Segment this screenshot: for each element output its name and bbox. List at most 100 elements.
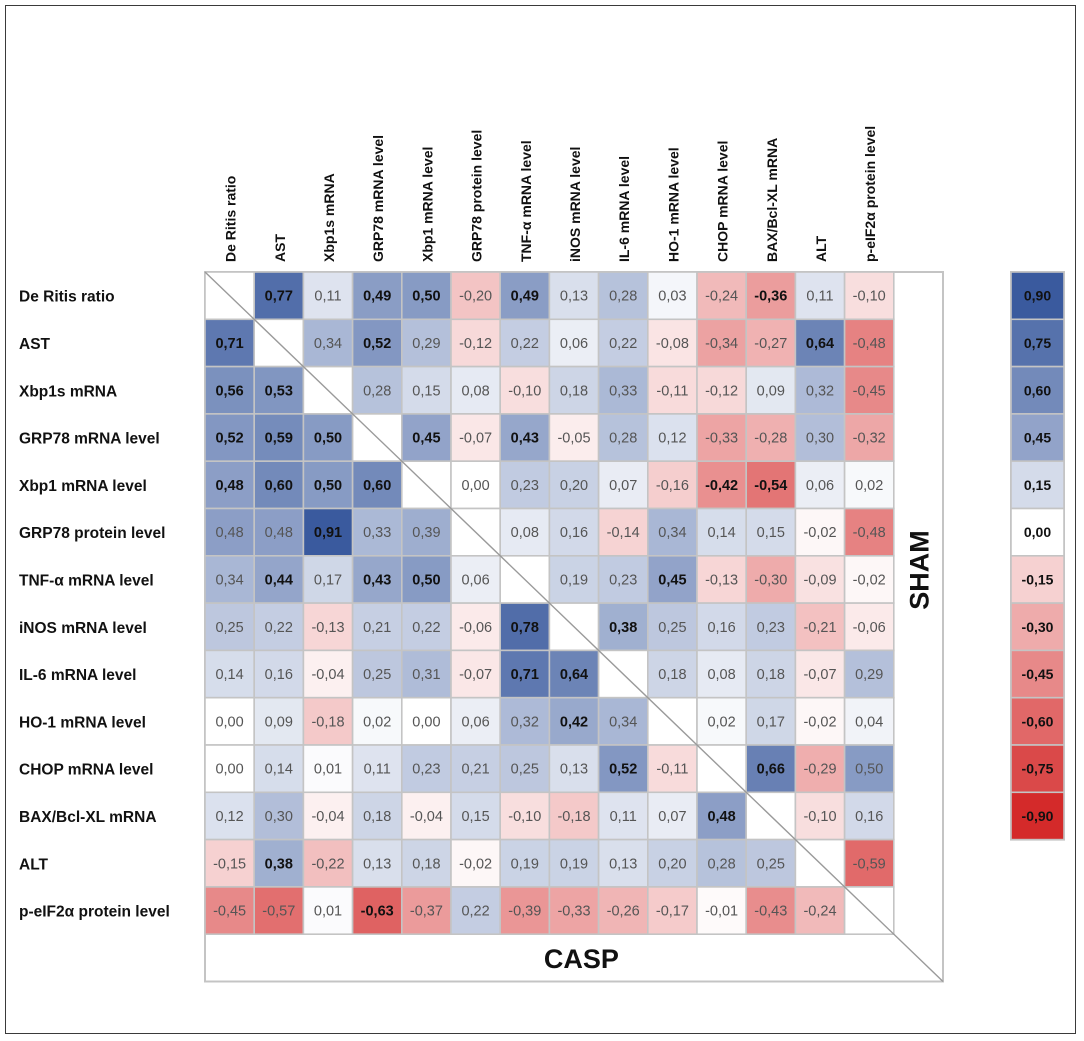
cell-value-label: 0,38 bbox=[265, 856, 293, 872]
row-label-xbp1s-mrna: Xbp1s mRNA bbox=[19, 383, 117, 400]
heatmap-cell bbox=[204, 791, 256, 841]
row-label-ho-1-mrna-level: HO-1 mRNA level bbox=[19, 714, 146, 731]
cell-value-label: 0,16 bbox=[560, 525, 588, 541]
cell-value-label: 0,15 bbox=[461, 809, 489, 825]
cell-value-label: 0,06 bbox=[560, 336, 588, 352]
cell-value-label: 0,66 bbox=[757, 762, 785, 778]
cell-value-label: 0,25 bbox=[215, 620, 243, 636]
heatmap-cell bbox=[696, 602, 748, 652]
legend-value-label: -0,15 bbox=[1022, 571, 1054, 587]
cell-value-label: -0,33 bbox=[705, 431, 738, 447]
cell-value-label: -0,29 bbox=[803, 762, 836, 778]
cell-value-label: 0,23 bbox=[511, 478, 539, 494]
cell-value-label: 0,34 bbox=[658, 525, 686, 541]
cell-value-label: -0,02 bbox=[459, 856, 492, 872]
cell-value-label: -0,57 bbox=[262, 904, 295, 920]
cell-value-label: 0,34 bbox=[314, 336, 342, 352]
cell-value-label: 0,45 bbox=[658, 572, 686, 588]
cell-value-label: 0,60 bbox=[265, 478, 293, 494]
cell-value-label: 0,25 bbox=[757, 856, 785, 872]
heatmap-cell bbox=[450, 886, 502, 936]
heatmap-cell bbox=[745, 318, 797, 368]
legend-value-label: -0,45 bbox=[1022, 666, 1054, 682]
cell-value-label: 0,23 bbox=[412, 762, 440, 778]
cell-value-label: -0,27 bbox=[754, 336, 787, 352]
heatmap-cell bbox=[696, 554, 748, 604]
cell-value-label: -0,12 bbox=[459, 336, 492, 352]
cell-value-label: -0,45 bbox=[853, 383, 886, 399]
cell-value-label: 0,52 bbox=[215, 431, 243, 447]
cell-value-label: 0,07 bbox=[609, 478, 637, 494]
heatmap-cell bbox=[204, 744, 256, 794]
cell-value-label: 0,22 bbox=[609, 336, 637, 352]
col-label-ast: AST bbox=[272, 234, 288, 262]
heatmap-cell bbox=[597, 886, 649, 936]
heatmap-cell bbox=[450, 554, 502, 604]
heatmap-cell bbox=[400, 838, 452, 888]
cell-value-label: -0,45 bbox=[213, 904, 246, 920]
legend-value-label: 0,00 bbox=[1024, 524, 1051, 540]
cell-value-label: 0,08 bbox=[461, 383, 489, 399]
cell-value-label: 0,18 bbox=[560, 383, 588, 399]
heatmap-cell bbox=[548, 413, 600, 462]
heatmap-cell bbox=[548, 554, 600, 604]
cell-value-label: 0,09 bbox=[757, 383, 785, 399]
cell-value-label: -0,24 bbox=[705, 289, 738, 305]
cell-value-label: 0,19 bbox=[560, 572, 588, 588]
cell-value-label: 0,15 bbox=[412, 383, 440, 399]
cell-value-label: 0,71 bbox=[511, 667, 539, 683]
heatmap-cell bbox=[499, 649, 551, 699]
row-label-chop-mrna-level: CHOP mRNA level bbox=[19, 762, 153, 779]
cell-value-label: 0,33 bbox=[609, 383, 637, 399]
col-label-bax-bcl-xl-mrna: BAX/Bcl-XL mRNA bbox=[764, 138, 780, 262]
heatmap-cell bbox=[696, 886, 748, 936]
cell-value-label: 0,08 bbox=[707, 667, 735, 683]
heatmap-cell bbox=[843, 554, 895, 604]
heatmap-cell bbox=[499, 507, 551, 557]
heatmap-cell bbox=[253, 838, 305, 888]
cell-value-label: 0,77 bbox=[265, 289, 293, 305]
cell-value-label: 0,53 bbox=[265, 383, 293, 399]
cell-value-label: -0,10 bbox=[508, 383, 541, 399]
heatmap-cell bbox=[351, 886, 403, 936]
legend-value-label: -0,60 bbox=[1022, 713, 1054, 729]
heatmap-cell bbox=[302, 271, 354, 321]
cell-value-label: -0,32 bbox=[853, 431, 886, 447]
heatmap-cell bbox=[253, 365, 305, 415]
heatmap-cell bbox=[204, 413, 256, 462]
cell-value-label: -0,22 bbox=[311, 856, 344, 872]
cell-value-label: 0,19 bbox=[511, 856, 539, 872]
heatmap-cell bbox=[400, 744, 452, 794]
cell-value-label: 0,04 bbox=[855, 714, 883, 730]
heatmap-cell bbox=[843, 413, 895, 462]
cell-value-label: 0,59 bbox=[265, 431, 293, 447]
cell-value-label: -0,37 bbox=[410, 904, 443, 920]
heatmap-cell bbox=[450, 365, 502, 415]
cell-value-label: -0,04 bbox=[410, 809, 443, 825]
legend-value-label: 0,15 bbox=[1024, 477, 1051, 493]
heatmap-cell bbox=[843, 744, 895, 794]
cell-value-label: 0,38 bbox=[609, 620, 637, 636]
cell-value-label: 0,11 bbox=[610, 809, 637, 825]
cell-value-label: 0,60 bbox=[363, 478, 391, 494]
cell-value-label: 0,50 bbox=[314, 431, 342, 447]
cell-value-label: 0,06 bbox=[806, 478, 834, 494]
cell-value-label: -0,18 bbox=[557, 809, 590, 825]
cell-value-label: -0,02 bbox=[803, 525, 836, 541]
col-label-grp78-protein-level: GRP78 protein level bbox=[469, 130, 485, 262]
cell-value-label: 0,01 bbox=[314, 904, 342, 920]
cell-value-label: 0,30 bbox=[806, 431, 834, 447]
cell-value-label: 0,00 bbox=[215, 762, 243, 778]
heatmap-cell bbox=[204, 365, 256, 415]
cell-value-label: -0,14 bbox=[607, 525, 640, 541]
legend-swatch bbox=[1010, 318, 1065, 368]
heatmap-cell bbox=[646, 507, 698, 557]
cell-value-label: 0,43 bbox=[511, 431, 539, 447]
heatmap-cell bbox=[646, 886, 698, 936]
heatmap-cell bbox=[302, 602, 354, 652]
legend-value-label: 0,90 bbox=[1024, 288, 1051, 304]
col-label-il-6-mrna-level: IL-6 mRNA level bbox=[616, 156, 632, 262]
cell-value-label: 0,28 bbox=[609, 431, 637, 447]
cell-value-label: 0,64 bbox=[806, 336, 834, 352]
legend-swatch bbox=[1010, 507, 1065, 557]
